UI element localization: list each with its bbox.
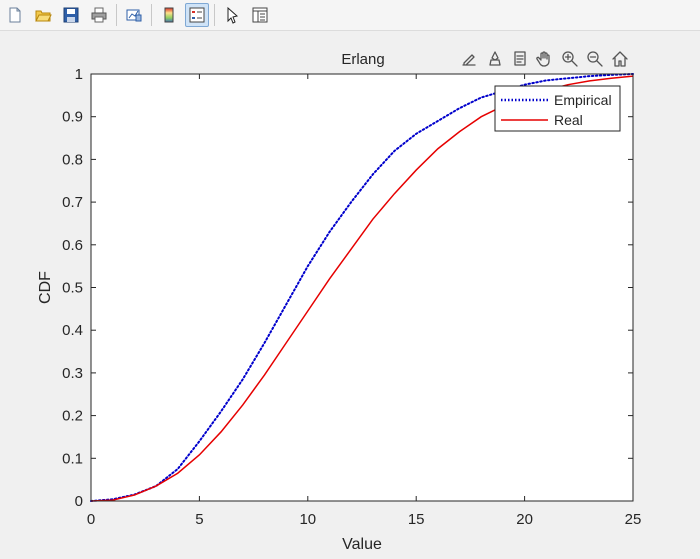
ticks-layer: 0 5 10 15 20 25 0 0.1 0.2 0.3 0.4 0.5 0.6 0.7 0.8 0.9 1 xyxy=(62,66,641,528)
y-tick-label: 0.5 xyxy=(62,280,83,297)
y-tick-label: 0.3 xyxy=(62,365,83,382)
edit-pen-icon[interactable] xyxy=(459,48,481,70)
axes-toolbar xyxy=(459,48,631,70)
brush-icon[interactable] xyxy=(484,48,506,70)
y-tick-label: 0.2 xyxy=(62,408,83,425)
legend-label-empirical: Empirical xyxy=(554,92,612,108)
x-tick-label: 5 xyxy=(195,511,203,528)
open-file-icon[interactable] xyxy=(31,3,55,27)
x-axis-label: Value xyxy=(342,536,382,553)
zoom-in-icon[interactable] xyxy=(559,48,581,70)
legend-label-real: Real xyxy=(554,112,583,128)
data-tips-icon[interactable] xyxy=(509,48,531,70)
x-tick-label: 0 xyxy=(87,511,95,528)
legend[interactable]: Empirical Real xyxy=(494,85,621,132)
axes-background[interactable] xyxy=(91,74,633,501)
toolbar-separator xyxy=(151,4,152,26)
legend-box xyxy=(494,85,621,132)
x-tick-label: 10 xyxy=(299,511,316,528)
link-plot-icon[interactable] xyxy=(122,3,146,27)
x-tick-label: 15 xyxy=(408,511,425,528)
chart-title: Erlang xyxy=(341,51,384,68)
legend-icon[interactable] xyxy=(185,3,209,27)
y-tick-label: 0.8 xyxy=(62,151,83,168)
zoom-out-icon[interactable] xyxy=(584,48,606,70)
property-inspector-icon[interactable] xyxy=(248,3,272,27)
edit-plot-pointer-icon[interactable] xyxy=(220,3,244,27)
save-icon[interactable] xyxy=(59,3,83,27)
y-tick-label: 0.9 xyxy=(62,109,83,126)
figure-area: Erlang 0 5 10 15 20 25 0 0.1 0.2 0.3 0.4 0.5 0.6 0.7 0… xyxy=(0,31,700,559)
y-tick-label: 0.7 xyxy=(62,194,83,211)
x-tick-label: 25 xyxy=(625,511,642,528)
home-icon[interactable] xyxy=(609,48,631,70)
toolbar-separator xyxy=(214,4,215,26)
y-tick-label: 0.1 xyxy=(62,450,83,467)
erlang-cdf-chart: Erlang 0 5 10 15 20 2500.10.20.30.40.50.60.70… xyxy=(37,48,641,553)
series-line-empirical[interactable] xyxy=(90,73,634,502)
figure-toolbar xyxy=(0,0,700,31)
new-figure-icon[interactable] xyxy=(3,3,27,27)
y-tick-label: 1 xyxy=(75,66,83,83)
colorbar-icon[interactable] xyxy=(157,3,181,27)
y-tick-label: 0.6 xyxy=(62,237,83,254)
x-tick-label: 20 xyxy=(516,511,533,528)
y-axis-label: CDF xyxy=(37,271,54,304)
y-tick-label: 0 xyxy=(75,493,83,510)
y-tick-label: 0.4 xyxy=(62,322,83,339)
print-icon[interactable] xyxy=(87,3,111,27)
toolbar-separator xyxy=(116,4,117,26)
axes-frame xyxy=(90,73,634,502)
pan-hand-icon[interactable] xyxy=(534,48,556,70)
